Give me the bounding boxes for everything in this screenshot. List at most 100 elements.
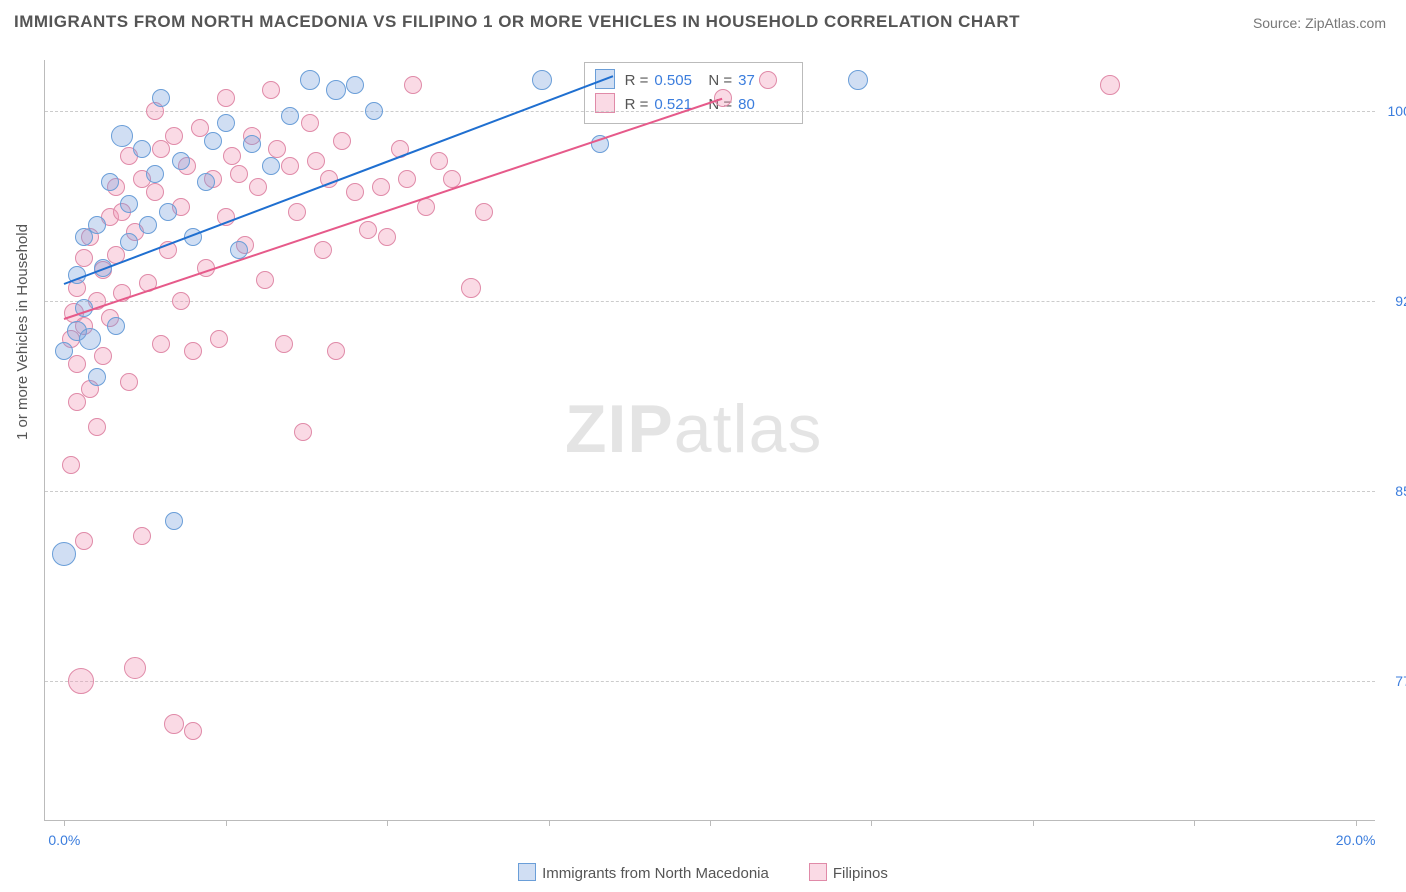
scatter-point-a — [111, 125, 133, 147]
scatter-point-b — [124, 657, 146, 679]
scatter-point-a — [107, 317, 125, 335]
scatter-point-b — [88, 418, 106, 436]
scatter-point-b — [184, 722, 202, 740]
scatter-point-b — [475, 203, 493, 221]
scatter-point-b — [75, 532, 93, 550]
scatter-point-b — [294, 423, 312, 441]
scatter-point-b — [75, 249, 93, 267]
x-tick-mark — [549, 820, 550, 826]
scatter-point-a — [346, 76, 364, 94]
scatter-point-b — [372, 178, 390, 196]
scatter-point-a — [365, 102, 383, 120]
x-tick-mark — [1033, 820, 1034, 826]
scatter-point-a — [152, 89, 170, 107]
scatter-point-a — [281, 107, 299, 125]
scatter-point-b — [268, 140, 286, 158]
scatter-point-b — [133, 527, 151, 545]
scatter-point-b — [378, 228, 396, 246]
scatter-point-b — [223, 147, 241, 165]
gridline — [45, 681, 1375, 682]
gridline — [45, 491, 1375, 492]
scatter-point-a — [88, 368, 106, 386]
scatter-point-b — [68, 355, 86, 373]
scatter-point-b — [120, 373, 138, 391]
scatter-point-b — [68, 668, 94, 694]
scatter-point-a — [55, 342, 73, 360]
x-tick-mark — [387, 820, 388, 826]
legend-swatch — [518, 863, 536, 881]
x-tick-mark — [226, 820, 227, 826]
scatter-point-b — [759, 71, 777, 89]
legend-item: Immigrants from North Macedonia — [518, 865, 769, 882]
scatter-point-b — [327, 342, 345, 360]
scatter-point-b — [398, 170, 416, 188]
scatter-point-a — [197, 173, 215, 191]
scatter-point-a — [172, 152, 190, 170]
scatter-point-b — [62, 456, 80, 474]
scatter-point-a — [52, 542, 76, 566]
scatter-point-b — [94, 347, 112, 365]
x-tick-label: 0.0% — [48, 832, 80, 848]
y-tick-label: 92.5% — [1380, 293, 1406, 309]
scatter-point-b — [172, 292, 190, 310]
legend-label: Immigrants from North Macedonia — [542, 865, 769, 882]
x-tick-mark — [64, 820, 65, 826]
scatter-point-a — [532, 70, 552, 90]
legend-row: R =0.521N =80 — [595, 93, 793, 117]
scatter-point-b — [307, 152, 325, 170]
scatter-point-b — [714, 89, 732, 107]
scatter-point-b — [346, 183, 364, 201]
legend-r-label: R = — [625, 72, 649, 89]
scatter-point-b — [165, 127, 183, 145]
scatter-point-b — [210, 330, 228, 348]
y-axis-label: 1 or more Vehicles in Household — [14, 224, 31, 440]
scatter-point-b — [262, 81, 280, 99]
legend-swatch — [809, 863, 827, 881]
scatter-point-a — [848, 70, 868, 90]
scatter-point-a — [88, 216, 106, 234]
scatter-point-b — [217, 89, 235, 107]
scatter-point-a — [101, 173, 119, 191]
scatter-point-a — [326, 80, 346, 100]
scatter-point-b — [249, 178, 267, 196]
watermark: ZIPatlas — [565, 390, 822, 468]
gridline — [45, 301, 1375, 302]
legend-n-value: 80 — [738, 93, 792, 117]
legend-item: Filipinos — [809, 865, 888, 882]
scatter-point-a — [120, 195, 138, 213]
x-tick-label: 20.0% — [1336, 832, 1376, 848]
y-tick-label: 85.0% — [1380, 483, 1406, 499]
scatter-point-a — [120, 233, 138, 251]
scatter-point-b — [1100, 75, 1120, 95]
scatter-point-b — [230, 165, 248, 183]
scatter-point-b — [275, 335, 293, 353]
y-tick-label: 100.0% — [1380, 103, 1406, 119]
scatter-point-a — [204, 132, 222, 150]
scatter-point-b — [256, 271, 274, 289]
scatter-point-b — [333, 132, 351, 150]
scatter-point-b — [288, 203, 306, 221]
scatter-point-b — [184, 342, 202, 360]
scatter-point-b — [164, 714, 184, 734]
scatter-point-a — [165, 512, 183, 530]
chart-title: IMMIGRANTS FROM NORTH MACEDONIA VS FILIP… — [14, 12, 1020, 32]
x-tick-mark — [1194, 820, 1195, 826]
scatter-point-a — [79, 328, 101, 350]
scatter-point-a — [217, 114, 235, 132]
scatter-point-b — [152, 335, 170, 353]
x-tick-mark — [1356, 820, 1357, 826]
y-tick-label: 77.5% — [1380, 673, 1406, 689]
x-tick-mark — [871, 820, 872, 826]
scatter-point-b — [301, 114, 319, 132]
scatter-point-a — [243, 135, 261, 153]
source-label: Source: ZipAtlas.com — [1253, 15, 1386, 31]
scatter-point-b — [281, 157, 299, 175]
scatter-point-a — [262, 157, 280, 175]
gridline — [45, 111, 1375, 112]
scatter-point-b — [404, 76, 422, 94]
legend-r-value: 0.505 — [654, 69, 708, 93]
scatter-point-b — [146, 183, 164, 201]
plot-area: ZIPatlas R =0.505N =37R =0.521N =80 77.5… — [44, 60, 1375, 821]
x-tick-mark — [710, 820, 711, 826]
series-legend: Immigrants from North Macedonia Filipinos — [0, 863, 1406, 882]
